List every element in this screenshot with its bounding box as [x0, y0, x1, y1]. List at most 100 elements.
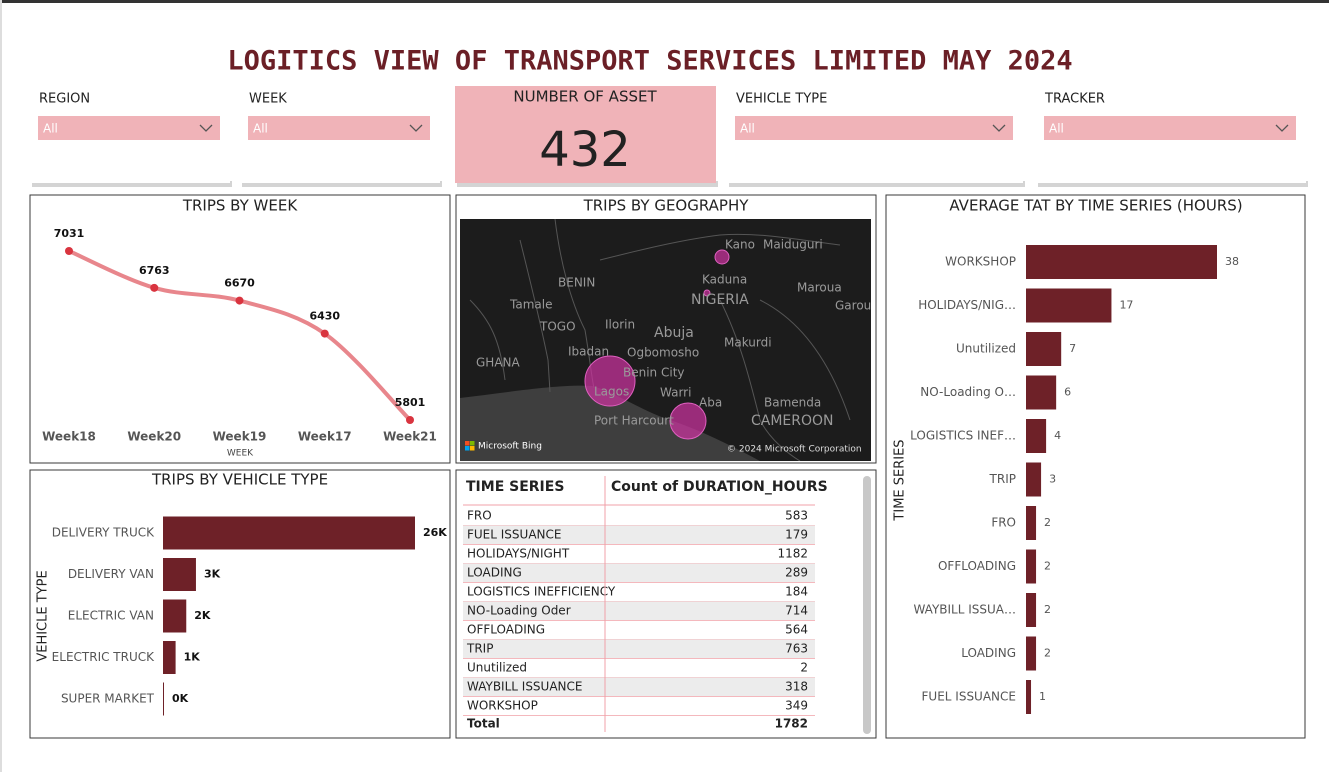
slicer-dropdown[interactable] [735, 116, 1013, 140]
category-label: LOADING [961, 646, 1016, 660]
slicer-value: All [253, 122, 268, 136]
slicer-shadow [32, 181, 232, 187]
map-place-label: Makurdi [724, 336, 772, 350]
map-place-label: Ilorin [605, 318, 635, 332]
bar [1026, 332, 1062, 366]
x-tick-label: Week18 [42, 430, 96, 444]
table-total: Total [467, 717, 500, 731]
map-border [469, 299, 506, 381]
map-place-label: Maiduguri [763, 238, 823, 252]
bar [163, 516, 415, 550]
category-label: WORKSHOP [945, 255, 1016, 269]
map-border [599, 233, 841, 261]
map-place-label: GHANA [476, 356, 521, 370]
point-marker [235, 296, 244, 305]
left-border [0, 0, 2, 772]
data-label: 2 [1044, 647, 1051, 660]
map-place-label: Warri [660, 386, 691, 400]
table-cell: HOLIDAYS/NIGHT [467, 547, 570, 561]
data-label: 0K [172, 692, 189, 705]
data-label: 2 [1044, 603, 1051, 616]
category-label: ELECTRIC TRUCK [52, 650, 155, 664]
map-place-label: Maroua [797, 281, 842, 295]
map-border [719, 299, 801, 461]
map-place-label: Ibadan [568, 345, 609, 359]
bar [1026, 462, 1042, 497]
table-scrollbar[interactable] [863, 476, 871, 734]
table-row-band [463, 601, 815, 621]
table-cell: TRIP [466, 642, 493, 656]
data-label: 2 [1044, 560, 1051, 573]
dropdown-chevron [199, 124, 213, 132]
category-label: DELIVERY TRUCK [52, 526, 155, 540]
table-cell: OFFLOADING [467, 623, 545, 637]
slicer-shadow [729, 181, 1025, 187]
table-cell: 714 [785, 604, 808, 618]
table-cell: NO-Loading Oder [467, 604, 571, 618]
slicer-label: VEHICLE TYPE [736, 92, 827, 107]
slicer-value: All [1049, 122, 1064, 136]
x-tick-label: Week20 [127, 430, 181, 444]
table-cell: LOADING [467, 566, 522, 580]
y-axis-label: VEHICLE TYPE [36, 570, 51, 661]
table-header: TIME SERIES [466, 479, 564, 495]
x-tick-label: Week19 [213, 430, 267, 444]
data-label: 6763 [139, 264, 170, 277]
bar [1026, 288, 1112, 323]
bar [1026, 549, 1037, 584]
table-cell: LOGISTICS INEFFICIENCY [467, 585, 616, 599]
point-marker [65, 247, 73, 255]
data-label: 1K [184, 651, 201, 664]
table-cell: 184 [785, 585, 808, 599]
map-place-label: Kaduna [702, 273, 747, 287]
category-label: FUEL ISSUANCE [922, 690, 1016, 704]
map-bubble [669, 402, 707, 440]
data-label: 38 [1225, 255, 1239, 268]
table-cell: 349 [785, 699, 808, 713]
table-cell: FRO [467, 509, 492, 523]
bar [1026, 593, 1037, 627]
map-place-label: Kano [725, 238, 755, 252]
bar [163, 558, 196, 591]
dashboard-title: LOGITICS VIEW OF TRANSPORT SERVICES LIMI… [227, 46, 1072, 77]
slicer-label: REGION [39, 92, 90, 107]
data-label: 7031 [54, 227, 85, 240]
table-cell: 318 [785, 680, 808, 694]
panel [885, 194, 1306, 739]
slicer-dropdown[interactable] [38, 116, 220, 140]
map-bubble [714, 249, 730, 265]
chart-title: AVERAGE TAT BY TIME SERIES (HOURS) [949, 197, 1242, 215]
bing-logo [465, 446, 470, 451]
category-label: TRIP [989, 472, 1016, 486]
map-attribution: © 2024 Microsoft Corporation [727, 445, 862, 455]
map-place-label: Abuja [654, 325, 694, 341]
slicer-dropdown[interactable] [1044, 116, 1296, 140]
bing-logo [465, 441, 470, 446]
dropdown-chevron [1275, 124, 1289, 132]
map-attribution: Microsoft Bing [478, 442, 542, 452]
table-cell: WORKSHOP [467, 699, 538, 713]
data-label: 6670 [224, 277, 255, 290]
bar [1026, 506, 1037, 540]
table-cell: 583 [785, 509, 808, 523]
table-cell: 289 [785, 566, 808, 580]
table-cell: FUEL ISSUANCE [467, 528, 561, 542]
map-bubble [703, 289, 711, 297]
slicer-dropdown[interactable] [248, 116, 430, 140]
category-label: Unutilized [956, 342, 1016, 356]
map-place-label: Tamale [509, 298, 552, 312]
x-axis-label: WEEK [227, 449, 254, 459]
data-label: 6 [1064, 386, 1071, 399]
bing-logo [470, 441, 475, 446]
dropdown-chevron [992, 124, 1006, 132]
map-sea [460, 385, 760, 461]
dropdown-chevron [409, 124, 423, 132]
data-label: 4 [1054, 429, 1061, 442]
slicer-value: All [43, 122, 58, 136]
data-label: 5801 [395, 396, 426, 409]
bar [1026, 245, 1217, 279]
category-label: ELECTRIC VAN [68, 609, 154, 623]
map-place-label: TOGO [539, 320, 576, 334]
bar [1026, 375, 1057, 410]
